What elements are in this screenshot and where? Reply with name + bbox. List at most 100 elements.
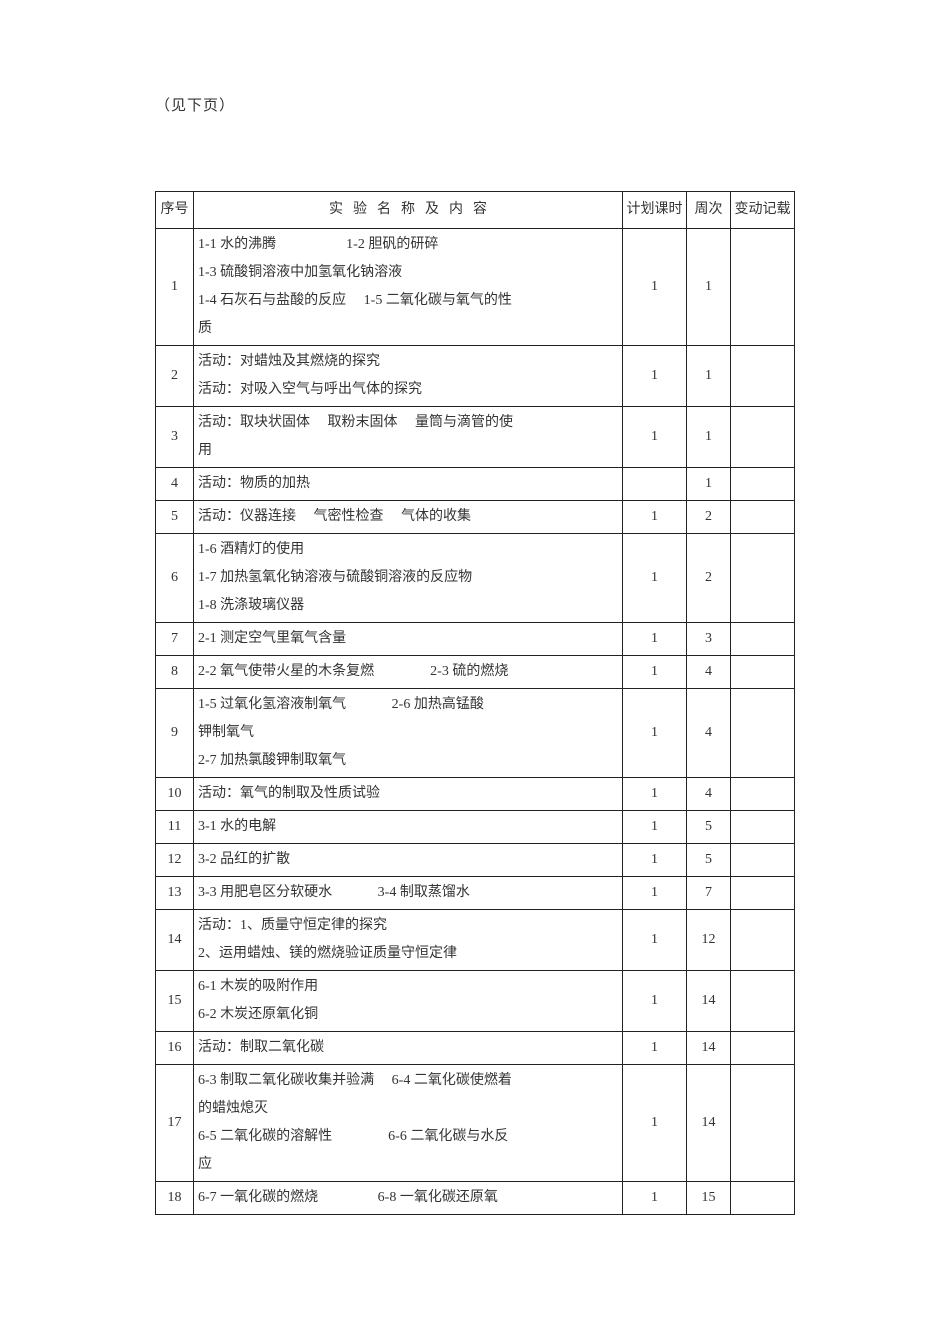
cell-hours: 1: [623, 778, 687, 811]
cell-seq: 10: [156, 778, 194, 811]
cell-seq: 12: [156, 844, 194, 877]
table-row: 61-6 酒精灯的使用1-7 加热氢氧化钠溶液与硫酸铜溶液的反应物1-8 洗涤玻…: [156, 534, 795, 623]
content-line: 活动：1、质量守恒定律的探究: [198, 912, 618, 940]
document-page: （见下页） 序号 实验名称及内容 计划课时 周次 变动记载 11-1 水的沸腾 …: [0, 0, 945, 1215]
cell-hours: 1: [623, 1065, 687, 1182]
cell-change: [731, 877, 795, 910]
cell-change: [731, 623, 795, 656]
cell-seq: 2: [156, 346, 194, 407]
cell-week: 5: [687, 844, 731, 877]
table-row: 82-2 氧气使带火星的木条复燃 2-3 硫的燃烧14: [156, 656, 795, 689]
cell-week: 4: [687, 689, 731, 778]
cell-content: 1-5 过氧化氢溶液制氧气 2-6 加热高锰酸钾制氧气2-7 加热氯酸钾制取氧气: [194, 689, 623, 778]
cell-week: 15: [687, 1182, 731, 1215]
cell-seq: 14: [156, 910, 194, 971]
cell-hours: 1: [623, 910, 687, 971]
cell-seq: 13: [156, 877, 194, 910]
content-line: 的蜡烛熄灭: [198, 1095, 618, 1123]
cell-seq: 11: [156, 811, 194, 844]
cell-seq: 6: [156, 534, 194, 623]
cell-week: 5: [687, 811, 731, 844]
content-line: 2-1 测定空气里氧气含量: [198, 625, 618, 653]
table-row: 72-1 测定空气里氧气含量13: [156, 623, 795, 656]
cell-content: 6-7 一氧化碳的燃烧 6-8 一氧化碳还原氧: [194, 1182, 623, 1215]
cell-seq: 5: [156, 501, 194, 534]
cell-hours: 1: [623, 623, 687, 656]
cell-change: [731, 468, 795, 501]
cell-hours: 1: [623, 811, 687, 844]
table-row: 4活动：物质的加热1: [156, 468, 795, 501]
table-row: 16活动：制取二氧化碳114: [156, 1032, 795, 1065]
cell-week: 1: [687, 229, 731, 346]
cell-content: 活动：1、质量守恒定律的探究2、运用蜡烛、镁的燃烧验证质量守恒定律: [194, 910, 623, 971]
content-line: 6-1 木炭的吸附作用: [198, 973, 618, 1001]
col-change: 变动记载: [731, 192, 795, 229]
cell-content: 活动：仪器连接 气密性检查 气体的收集: [194, 501, 623, 534]
cell-week: 1: [687, 407, 731, 468]
cell-week: 14: [687, 971, 731, 1032]
cell-content: 活动：氧气的制取及性质试验: [194, 778, 623, 811]
table-row: 186-7 一氧化碳的燃烧 6-8 一氧化碳还原氧115: [156, 1182, 795, 1215]
cell-change: [731, 229, 795, 346]
cell-hours: 1: [623, 877, 687, 910]
cell-seq: 8: [156, 656, 194, 689]
cell-hours: 1: [623, 501, 687, 534]
cell-week: 14: [687, 1065, 731, 1182]
content-line: 活动：对吸入空气与呼出气体的探究: [198, 376, 618, 404]
content-line: 1-3 硫酸铜溶液中加氢氧化钠溶液: [198, 259, 618, 287]
content-line: 1-7 加热氢氧化钠溶液与硫酸铜溶液的反应物: [198, 564, 618, 592]
cell-change: [731, 501, 795, 534]
cell-content: 6-1 木炭的吸附作用6-2 木炭还原氧化铜: [194, 971, 623, 1032]
col-week: 周次: [687, 192, 731, 229]
cell-hours: 1: [623, 346, 687, 407]
cell-hours: 1: [623, 689, 687, 778]
cell-content: 3-3 用肥皂区分软硬水 3-4 制取蒸馏水: [194, 877, 623, 910]
table-row: 123-2 品红的扩散15: [156, 844, 795, 877]
content-line: 1-6 酒精灯的使用: [198, 536, 618, 564]
cell-seq: 16: [156, 1032, 194, 1065]
cell-hours: 1: [623, 844, 687, 877]
content-line: 2-7 加热氯酸钾制取氧气: [198, 747, 618, 775]
content-line: 2-2 氧气使带火星的木条复燃 2-3 硫的燃烧: [198, 658, 618, 686]
table-row: 3活动：取块状固体 取粉末固体 量筒与滴管的使用11: [156, 407, 795, 468]
table-row: 10活动：氧气的制取及性质试验14: [156, 778, 795, 811]
cell-hours: 1: [623, 1182, 687, 1215]
cell-change: [731, 407, 795, 468]
cell-week: 7: [687, 877, 731, 910]
cell-seq: 17: [156, 1065, 194, 1182]
cell-seq: 7: [156, 623, 194, 656]
cell-week: 1: [687, 468, 731, 501]
cell-content: 6-3 制取二氧化碳收集并验满 6-4 二氧化碳使燃着的蜡烛熄灭6-5 二氧化碳…: [194, 1065, 623, 1182]
cell-hours: 1: [623, 656, 687, 689]
cell-hours: [623, 468, 687, 501]
table-row: 5活动：仪器连接 气密性检查 气体的收集12: [156, 501, 795, 534]
cell-week: 14: [687, 1032, 731, 1065]
table-row: 2活动：对蜡烛及其燃烧的探究活动：对吸入空气与呼出气体的探究11: [156, 346, 795, 407]
table-row: 11-1 水的沸腾 1-2 胆矾的研碎1-3 硫酸铜溶液中加氢氧化钠溶液1-4 …: [156, 229, 795, 346]
content-line: 3-2 品红的扩散: [198, 846, 618, 874]
content-line: 活动：物质的加热: [198, 470, 618, 498]
content-line: 3-3 用肥皂区分软硬水 3-4 制取蒸馏水: [198, 879, 618, 907]
cell-change: [731, 1032, 795, 1065]
cell-hours: 1: [623, 971, 687, 1032]
cell-hours: 1: [623, 534, 687, 623]
cell-change: [731, 778, 795, 811]
col-seq: 序号: [156, 192, 194, 229]
content-line: 1-5 过氧化氢溶液制氧气 2-6 加热高锰酸: [198, 691, 618, 719]
cell-seq: 3: [156, 407, 194, 468]
content-line: 3-1 水的电解: [198, 813, 618, 841]
content-line: 应: [198, 1151, 618, 1179]
table-row: 113-1 水的电解15: [156, 811, 795, 844]
cell-hours: 1: [623, 1032, 687, 1065]
content-line: 活动：仪器连接 气密性检查 气体的收集: [198, 503, 618, 531]
content-line: 6-7 一氧化碳的燃烧 6-8 一氧化碳还原氧: [198, 1184, 618, 1212]
col-hours: 计划课时: [623, 192, 687, 229]
cell-hours: 1: [623, 407, 687, 468]
table-row: 133-3 用肥皂区分软硬水 3-4 制取蒸馏水17: [156, 877, 795, 910]
content-line: 1-4 石灰石与盐酸的反应 1-5 二氧化碳与氧气的性: [198, 287, 618, 315]
cell-week: 3: [687, 623, 731, 656]
content-line: 活动：氧气的制取及性质试验: [198, 780, 618, 808]
cell-content: 1-6 酒精灯的使用1-7 加热氢氧化钠溶液与硫酸铜溶液的反应物1-8 洗涤玻璃…: [194, 534, 623, 623]
table-row: 14活动：1、质量守恒定律的探究2、运用蜡烛、镁的燃烧验证质量守恒定律112: [156, 910, 795, 971]
cell-content: 2-1 测定空气里氧气含量: [194, 623, 623, 656]
